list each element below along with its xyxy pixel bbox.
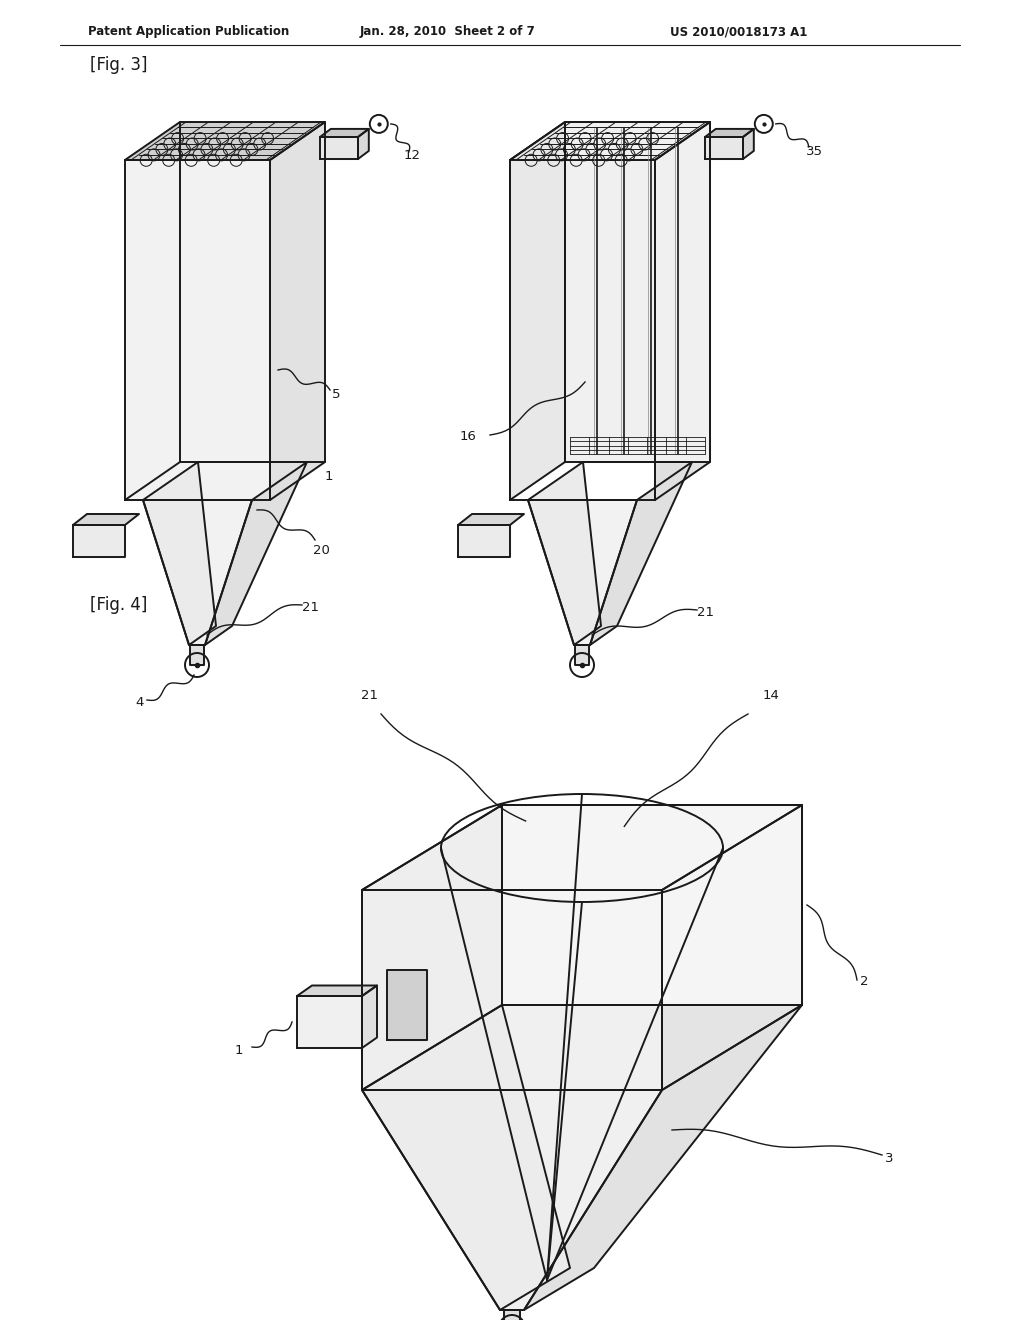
Polygon shape	[575, 645, 589, 665]
Text: 5: 5	[332, 388, 341, 401]
Polygon shape	[362, 805, 502, 1090]
Polygon shape	[358, 129, 369, 158]
Text: 3: 3	[885, 1152, 894, 1166]
Polygon shape	[502, 805, 802, 1005]
Polygon shape	[387, 970, 427, 1040]
Polygon shape	[143, 500, 252, 645]
Text: 21: 21	[361, 689, 378, 702]
Polygon shape	[362, 1090, 662, 1309]
Polygon shape	[297, 986, 377, 997]
Text: 16: 16	[460, 430, 477, 444]
Polygon shape	[705, 129, 754, 137]
Text: 21: 21	[302, 601, 319, 614]
Text: 21: 21	[697, 606, 714, 619]
Polygon shape	[590, 462, 692, 645]
Polygon shape	[319, 129, 369, 137]
Polygon shape	[125, 121, 325, 160]
Text: US 2010/0018173 A1: US 2010/0018173 A1	[670, 25, 807, 38]
Polygon shape	[524, 1005, 802, 1309]
Text: 1: 1	[325, 470, 334, 483]
Text: 1: 1	[234, 1044, 244, 1057]
Polygon shape	[362, 890, 662, 1090]
Polygon shape	[270, 121, 325, 500]
Text: 12: 12	[403, 149, 421, 162]
Polygon shape	[458, 513, 524, 525]
Polygon shape	[655, 121, 710, 500]
Text: Jan. 28, 2010  Sheet 2 of 7: Jan. 28, 2010 Sheet 2 of 7	[360, 25, 536, 38]
Polygon shape	[362, 1005, 570, 1309]
Polygon shape	[743, 129, 754, 158]
Polygon shape	[205, 462, 307, 645]
Polygon shape	[143, 462, 216, 645]
Text: 2: 2	[860, 975, 868, 987]
Polygon shape	[510, 121, 565, 500]
Polygon shape	[125, 160, 270, 500]
Polygon shape	[510, 121, 710, 160]
Text: 14: 14	[763, 689, 780, 702]
Polygon shape	[528, 462, 601, 645]
Text: [Fig. 4]: [Fig. 4]	[90, 597, 147, 614]
Text: Patent Application Publication: Patent Application Publication	[88, 25, 289, 38]
Polygon shape	[319, 137, 358, 158]
Polygon shape	[528, 500, 637, 645]
Polygon shape	[565, 121, 710, 462]
Polygon shape	[297, 997, 362, 1048]
Polygon shape	[504, 1309, 520, 1320]
Polygon shape	[705, 137, 743, 158]
Text: [Fig. 3]: [Fig. 3]	[90, 55, 147, 74]
Text: 20: 20	[313, 544, 330, 557]
Text: 4: 4	[135, 696, 143, 709]
Polygon shape	[458, 525, 510, 557]
Polygon shape	[73, 525, 125, 557]
Polygon shape	[362, 986, 377, 1048]
Text: 35: 35	[806, 145, 823, 158]
Polygon shape	[662, 805, 802, 1090]
Polygon shape	[190, 645, 204, 665]
Polygon shape	[73, 513, 139, 525]
